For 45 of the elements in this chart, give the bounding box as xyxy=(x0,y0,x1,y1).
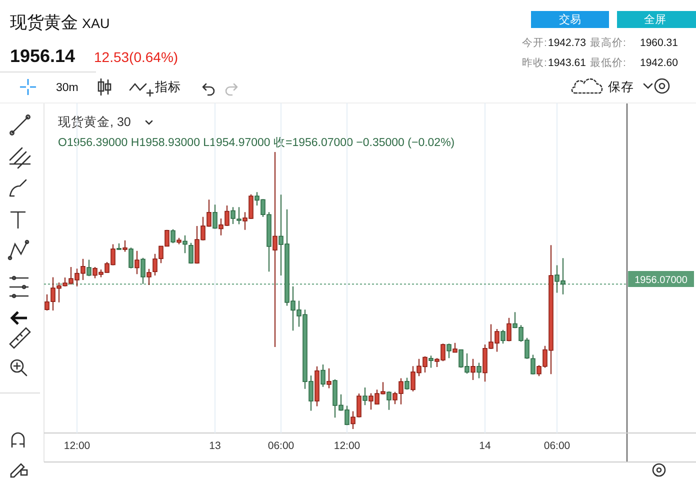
candlestick xyxy=(134,250,140,275)
text: 30m xyxy=(56,82,78,94)
text: 交易 xyxy=(559,13,581,26)
candlestick xyxy=(470,358,476,380)
text: 1942.73 xyxy=(548,37,586,49)
x-tick-label: 14 xyxy=(479,440,491,452)
candlestick xyxy=(326,368,332,389)
candlestick xyxy=(428,355,434,368)
candlestick xyxy=(500,329,506,344)
chart-subtitle: XAU xyxy=(82,16,110,31)
x-tick-label: 06:00 xyxy=(268,440,294,452)
candlestick xyxy=(362,386,368,406)
text: 最低价: xyxy=(590,57,626,69)
text: 1956.14 xyxy=(10,46,76,66)
candlestick xyxy=(122,240,128,252)
candlestick xyxy=(404,377,410,390)
candlestick xyxy=(386,390,392,410)
text: 保存 xyxy=(608,80,634,94)
x-tick-label: 12:00 xyxy=(64,440,90,452)
x-tick-label: 12:00 xyxy=(334,440,360,452)
candlestick xyxy=(446,343,452,359)
text: 12.53(0.64%) xyxy=(94,49,178,65)
candlestick xyxy=(506,317,512,342)
candlestick xyxy=(170,228,176,244)
candlestick xyxy=(182,234,188,254)
candlestick xyxy=(476,362,482,379)
candlestick xyxy=(128,247,134,269)
text: 1956.07000 xyxy=(634,275,688,286)
candlestick xyxy=(212,204,218,230)
text: 最高价: xyxy=(590,36,626,49)
candlestick xyxy=(188,242,194,264)
text: 全屏 xyxy=(644,14,666,26)
text: 指标 xyxy=(154,80,181,94)
x-tick-label: 13 xyxy=(209,440,221,452)
text: 1960.31 xyxy=(640,37,678,49)
text: 今开: xyxy=(522,37,547,49)
candlestick xyxy=(272,152,278,348)
text: 1943.61 xyxy=(548,57,586,69)
text: 昨收: xyxy=(522,57,547,69)
x-tick-label: 06:00 xyxy=(544,440,570,452)
candlestick xyxy=(146,268,152,286)
chart-title: 现货黄金 xyxy=(10,13,78,32)
text: 1942.60 xyxy=(640,57,678,69)
candlestick xyxy=(320,364,326,388)
candlestick xyxy=(86,259,92,277)
